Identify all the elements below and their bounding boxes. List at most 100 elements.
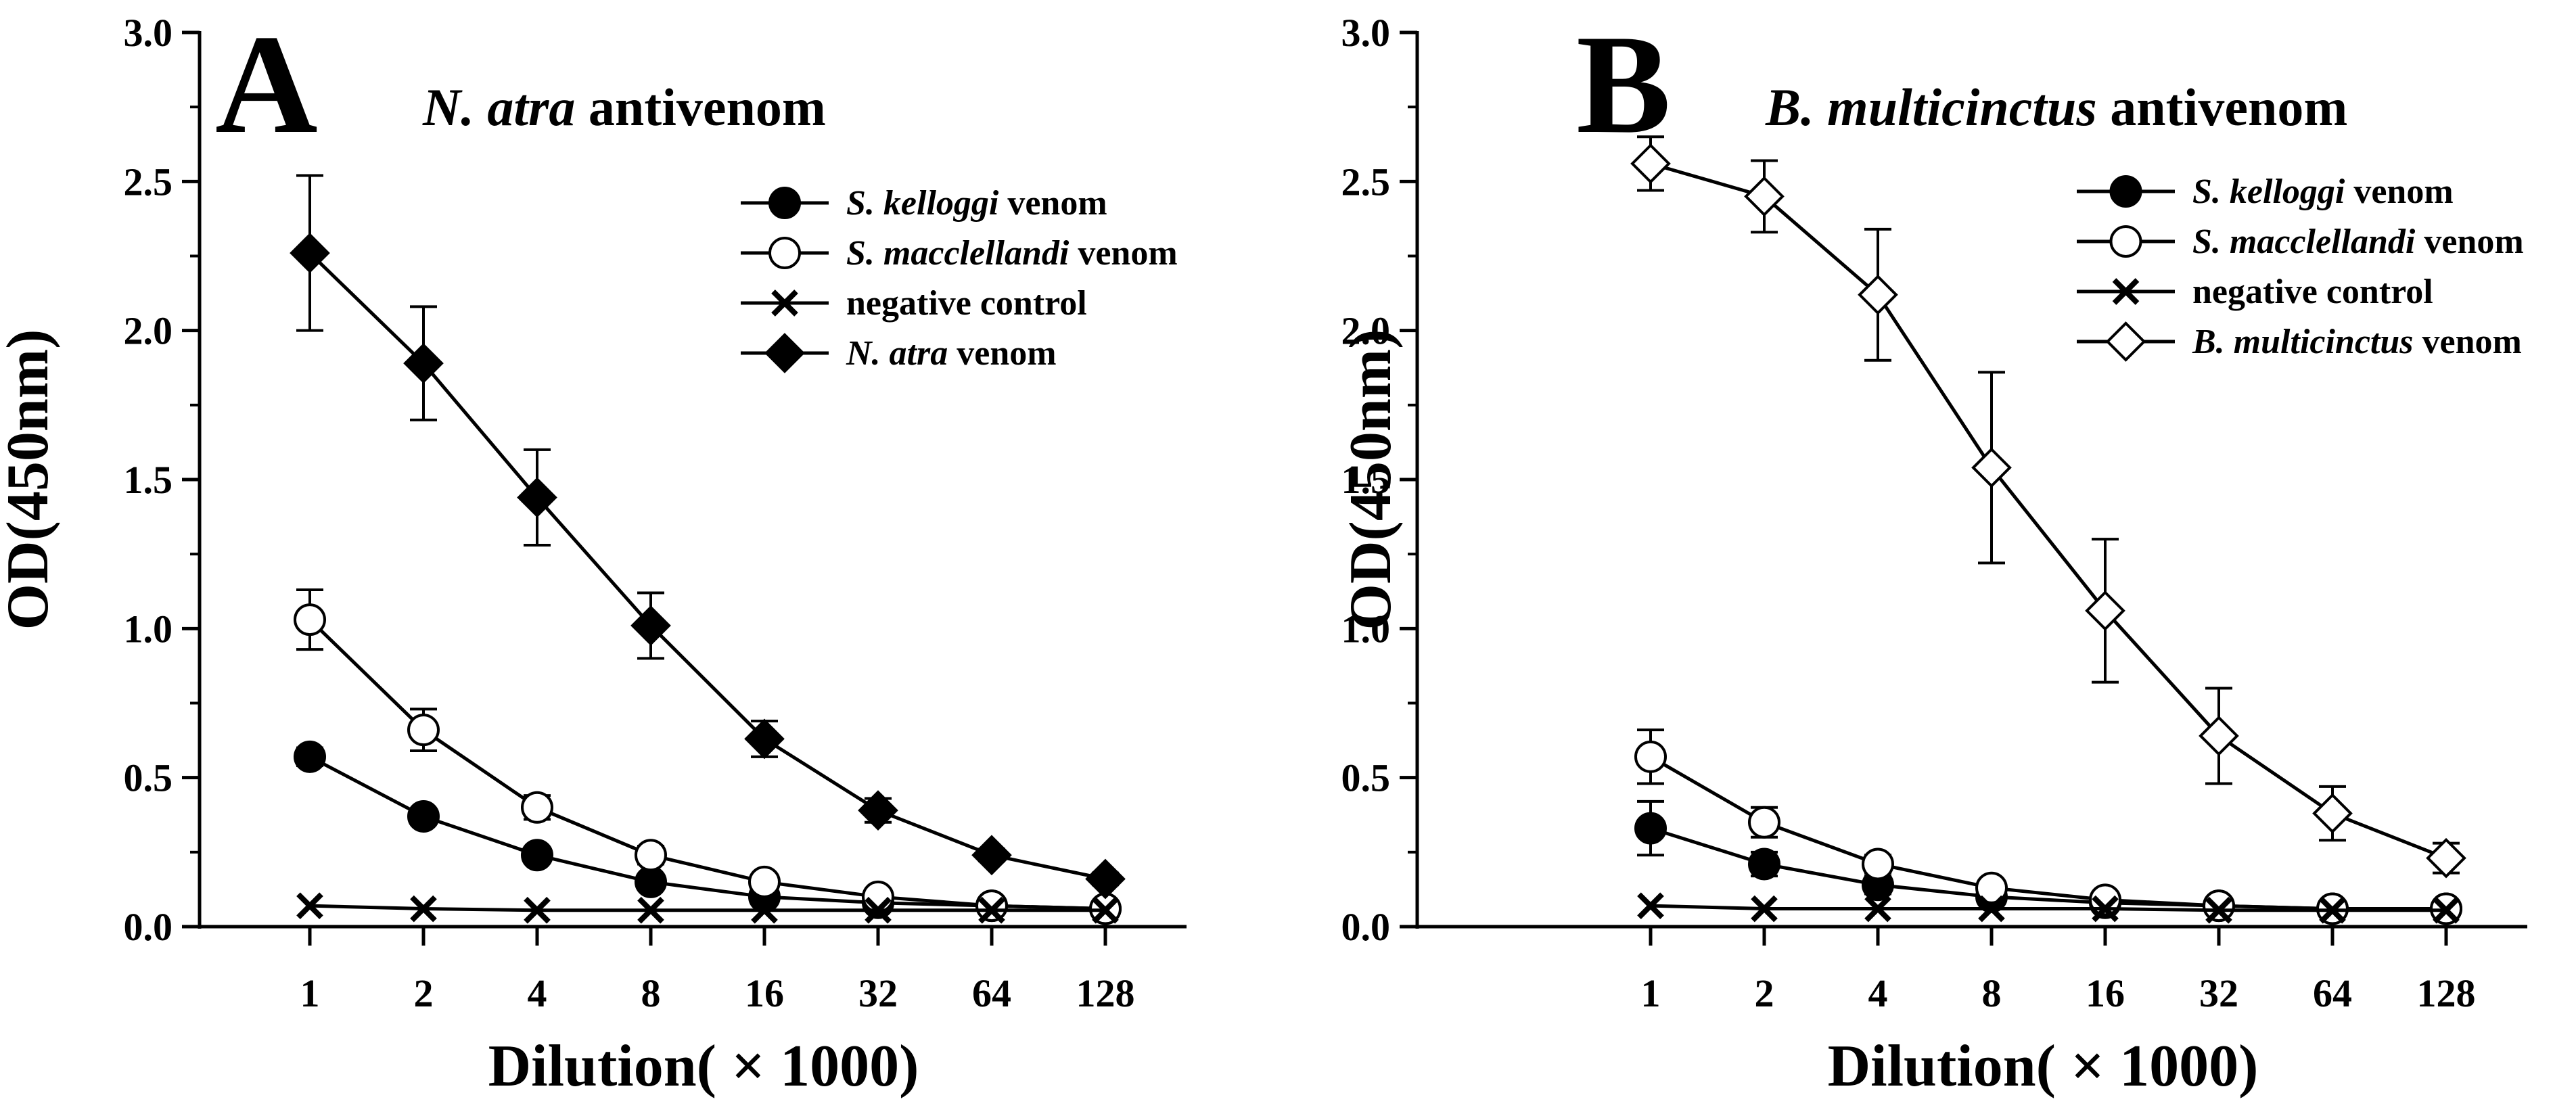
data-point [1744,176,1785,217]
data-point [1748,848,1780,881]
y-tick-label: 0.5 [124,756,173,800]
x-axis-title: Dilution( × 1000) [488,1034,919,1099]
legend-marker [2105,321,2146,362]
data-point [1862,848,1894,881]
x-tick-label: 32 [858,971,898,1015]
series-line [1649,755,2446,911]
x-tick-label: 64 [2313,971,2352,1015]
data-point [296,892,323,919]
data-point [1971,447,2012,488]
legend-label: S. kelloggi venom [2192,172,2454,211]
legend-label: S. macclellandi venom [846,234,1178,273]
legend-label-rest: venom [948,334,1056,373]
x-tick-label: 1 [300,971,320,1015]
legend-label-rest: venom [998,184,1107,223]
legend-label-italic: S. kelloggi [846,184,999,223]
data-point [403,343,444,384]
data-point [294,740,326,773]
panel-letter: B [1576,6,1671,163]
series-1 [294,588,1122,925]
legend: S. kelloggi venom S. macclellandi venom ne… [741,184,1178,373]
x-tick-label: 32 [2199,971,2238,1015]
data-point [865,896,892,924]
data-point [1637,892,1664,919]
data-point [1092,896,1119,924]
data-point [1975,871,2008,904]
x-tick-label: 2 [414,971,434,1015]
data-point [630,605,671,646]
data-point [2203,889,2235,923]
x-tick-label: 16 [2086,971,2125,1015]
data-point [1978,895,2005,923]
legend-label: negative control [846,284,1087,323]
data-point [975,889,1008,923]
legend-label-rest: venom [2414,323,2522,361]
y-tick-label: 2.0 [1341,309,1391,353]
x-tick-label: 2 [1755,971,1774,1015]
legend-marker [764,333,805,373]
data-point [524,896,551,924]
legend-marker [2112,278,2140,305]
data-point [517,477,557,518]
legend: S. kelloggi venom S. macclellandi venom ne… [2077,172,2524,362]
data-point [1630,143,1671,184]
chart-title-italic: B. multicinctus [1765,78,2097,137]
series-2 [1637,892,2460,924]
series-line [309,904,1105,912]
data-point [635,865,667,898]
data-point [1751,895,1778,923]
legend-marker [768,187,801,219]
y-tick-label: 0.5 [1341,756,1391,800]
legend-label: S. kelloggi venom [846,184,1107,223]
y-tick-label: 3.0 [1341,11,1391,55]
legend-marker [2109,175,2142,208]
legend-label-italic: S. macclellandi [2192,223,2416,261]
data-point [410,895,437,923]
series-2 [296,892,1119,924]
panel-letter: A [215,6,318,163]
legend-marker [768,237,801,269]
data-point [407,714,440,747]
data-point [1634,812,1667,845]
legend-label-rest: venom [2415,223,2523,261]
legend-label-rest: negative control [846,284,1087,323]
x-tick-label: 4 [1868,971,1888,1015]
legend-label: negative control [2192,273,2433,311]
series-3 [1630,135,2466,879]
data-point [1858,274,1898,315]
y-tick-label: 1.5 [124,458,173,502]
series-line [1650,162,2447,860]
data-point [2312,793,2353,834]
data-point [637,896,664,924]
x-tick-label: 128 [2417,971,2476,1015]
data-point [1864,895,1891,923]
data-point [748,865,781,898]
x-axis-title: Dilution( × 1000) [1828,1034,2259,1099]
data-point [2085,590,2125,631]
data-point [971,835,1012,876]
series-line [1650,904,2446,912]
data-point [294,603,326,636]
legend-marker [2109,225,2142,258]
chart-panel-a: 0.0 0.5 1.0 1.5 2.0 2.5 3.0 1 2 4 8 16 32 64 128 Diluti… [0,6,1187,1099]
series-line [308,755,1106,911]
series-line [308,252,1106,881]
chart-title: B. multicinctus antivenom [1765,78,2347,137]
legend-label-rest: negative control [2192,273,2433,311]
x-tick-label: 4 [528,971,547,1015]
legend-label-rest: venom [2345,172,2453,211]
data-point [1748,806,1780,839]
x-tick-label: 8 [1982,971,2002,1015]
data-point [635,839,667,872]
data-point [751,896,778,924]
legend-marker [771,289,798,317]
series-line [308,618,1106,911]
data-point [521,839,553,872]
y-tick-label: 2.5 [1341,160,1391,204]
data-point [290,233,330,273]
series-3 [290,174,1126,900]
data-point [2426,837,2466,879]
legend-label-italic: N. atra [846,334,948,373]
data-point [2319,896,2346,924]
